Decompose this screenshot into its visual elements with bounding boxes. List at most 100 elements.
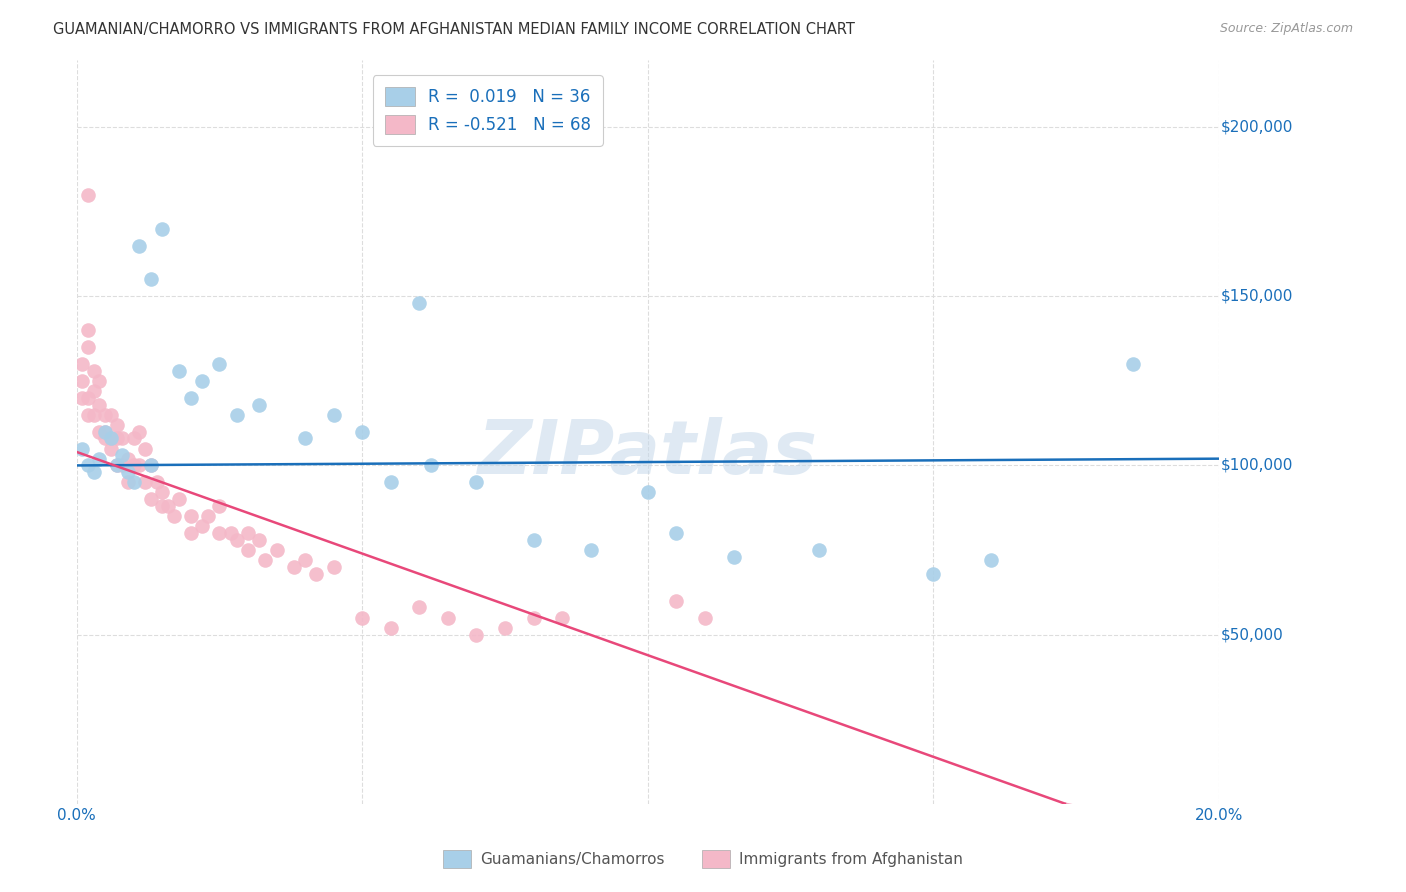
Point [180, 509, 202, 524]
Point [305, 566, 328, 581]
Point [128, 238, 150, 252]
Point [197, 509, 219, 524]
Point [380, 475, 402, 490]
Point [77, 323, 100, 337]
Point [117, 475, 139, 490]
Point [105, 458, 128, 473]
Legend: Guamanians/Chamorros, Immigrants from Afghanistan: Guamanians/Chamorros, Immigrants from Af… [437, 844, 969, 873]
Point [100, 442, 122, 456]
Point [352, 425, 374, 439]
Point [100, 431, 122, 445]
Point [89, 398, 111, 412]
Point [191, 374, 214, 388]
Point [139, 272, 162, 286]
Point [72, 374, 94, 388]
Point [352, 610, 374, 624]
Point [1122, 357, 1144, 371]
Point [322, 408, 344, 422]
Point [225, 533, 247, 547]
Point [134, 442, 156, 456]
Point [100, 431, 122, 445]
Point [247, 533, 270, 547]
Point [294, 553, 316, 567]
Point [111, 431, 134, 445]
Point [247, 398, 270, 412]
Point [322, 560, 344, 574]
Point [922, 566, 945, 581]
Point [150, 221, 173, 235]
Point [83, 465, 105, 479]
Point [808, 543, 831, 558]
Point [180, 391, 202, 405]
Point [134, 475, 156, 490]
Point [105, 417, 128, 432]
Point [77, 458, 100, 473]
Point [693, 610, 716, 624]
Point [77, 408, 100, 422]
Point [139, 458, 162, 473]
Point [122, 458, 145, 473]
Point [551, 610, 574, 624]
Point [139, 492, 162, 507]
Point [89, 451, 111, 466]
Text: GUAMANIAN/CHAMORRO VS IMMIGRANTS FROM AFGHANISTAN MEDIAN FAMILY INCOME CORRELATI: GUAMANIAN/CHAMORRO VS IMMIGRANTS FROM AF… [53, 22, 855, 37]
Point [150, 499, 173, 513]
Point [208, 499, 231, 513]
Text: Source: ZipAtlas.com: Source: ZipAtlas.com [1219, 22, 1353, 36]
Point [637, 485, 659, 500]
Point [83, 384, 105, 398]
Point [408, 296, 430, 310]
Point [145, 475, 167, 490]
Point [111, 458, 134, 473]
Point [294, 431, 316, 445]
Point [163, 509, 186, 524]
Point [83, 364, 105, 378]
Point [94, 425, 117, 439]
Text: $100,000: $100,000 [1220, 458, 1292, 473]
Text: $150,000: $150,000 [1220, 289, 1292, 304]
Point [128, 458, 150, 473]
Point [117, 451, 139, 466]
Point [465, 627, 488, 641]
Point [236, 543, 259, 558]
Text: ZIPatlas: ZIPatlas [478, 417, 818, 491]
Point [72, 391, 94, 405]
Point [225, 408, 247, 422]
Point [254, 553, 277, 567]
Point [523, 533, 546, 547]
Point [100, 408, 122, 422]
Point [169, 364, 191, 378]
Point [122, 431, 145, 445]
Point [105, 431, 128, 445]
Point [94, 408, 117, 422]
Text: $200,000: $200,000 [1220, 120, 1292, 135]
Point [117, 465, 139, 479]
Legend: R =  0.019   N = 36, R = -0.521   N = 68: R = 0.019 N = 36, R = -0.521 N = 68 [373, 75, 603, 145]
Point [579, 543, 602, 558]
Point [236, 526, 259, 541]
Point [437, 610, 460, 624]
Point [72, 357, 94, 371]
Point [408, 600, 430, 615]
Point [266, 543, 288, 558]
Point [77, 187, 100, 202]
Point [665, 526, 688, 541]
Point [77, 340, 100, 354]
Point [128, 425, 150, 439]
Point [283, 560, 305, 574]
Point [208, 526, 231, 541]
Point [77, 391, 100, 405]
Point [191, 519, 214, 533]
Point [72, 442, 94, 456]
Point [139, 458, 162, 473]
Point [83, 408, 105, 422]
Point [219, 526, 242, 541]
Point [665, 593, 688, 607]
Point [105, 458, 128, 473]
Point [523, 610, 546, 624]
Point [122, 475, 145, 490]
Point [419, 458, 441, 473]
Point [494, 621, 516, 635]
Point [111, 448, 134, 462]
Point [89, 425, 111, 439]
